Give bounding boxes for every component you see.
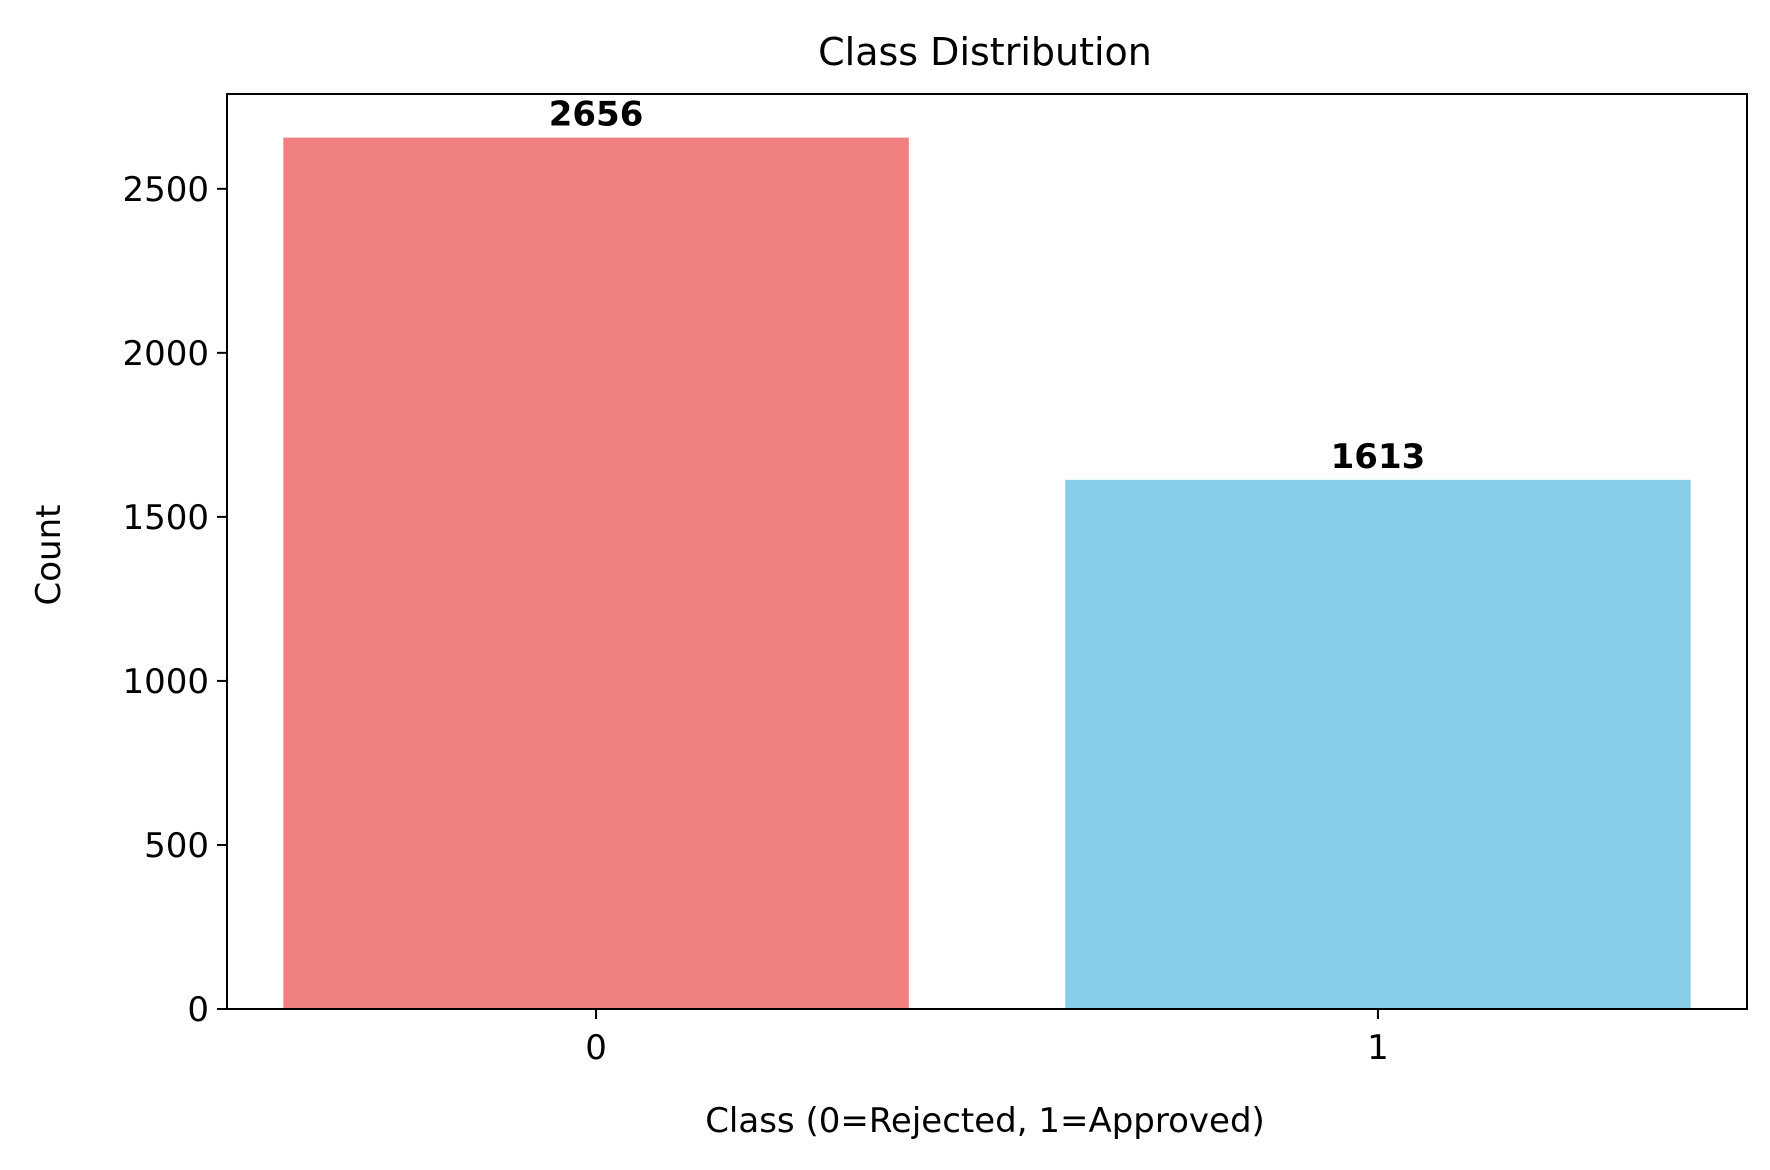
chart-title: Class Distribution: [818, 30, 1152, 74]
x-axis-label: Class (0=Rejected, 1=Approved): [705, 1101, 1265, 1141]
y-tick-label: 0: [187, 990, 209, 1030]
x-tick-label: 1: [1367, 1028, 1389, 1068]
bar-1: [1065, 479, 1691, 1010]
plot-area: 0 500 1000 1500 2000 2500 0 1 2656 1613: [122, 93, 1748, 1068]
y-tick-label: 500: [144, 826, 209, 866]
plot-frame: [226, 93, 1748, 1010]
y-tick-label: 2500: [122, 170, 209, 210]
bar-0: [283, 137, 909, 1010]
bar-value-label: 1613: [1331, 437, 1426, 477]
bar-value-label: 2656: [549, 95, 644, 135]
y-tick-label: 2000: [122, 334, 209, 374]
x-tick-label: 0: [585, 1028, 607, 1068]
y-tick-label: 1000: [122, 662, 209, 702]
y-tick-label: 1500: [122, 498, 209, 538]
y-axis-label: Count: [29, 505, 69, 606]
